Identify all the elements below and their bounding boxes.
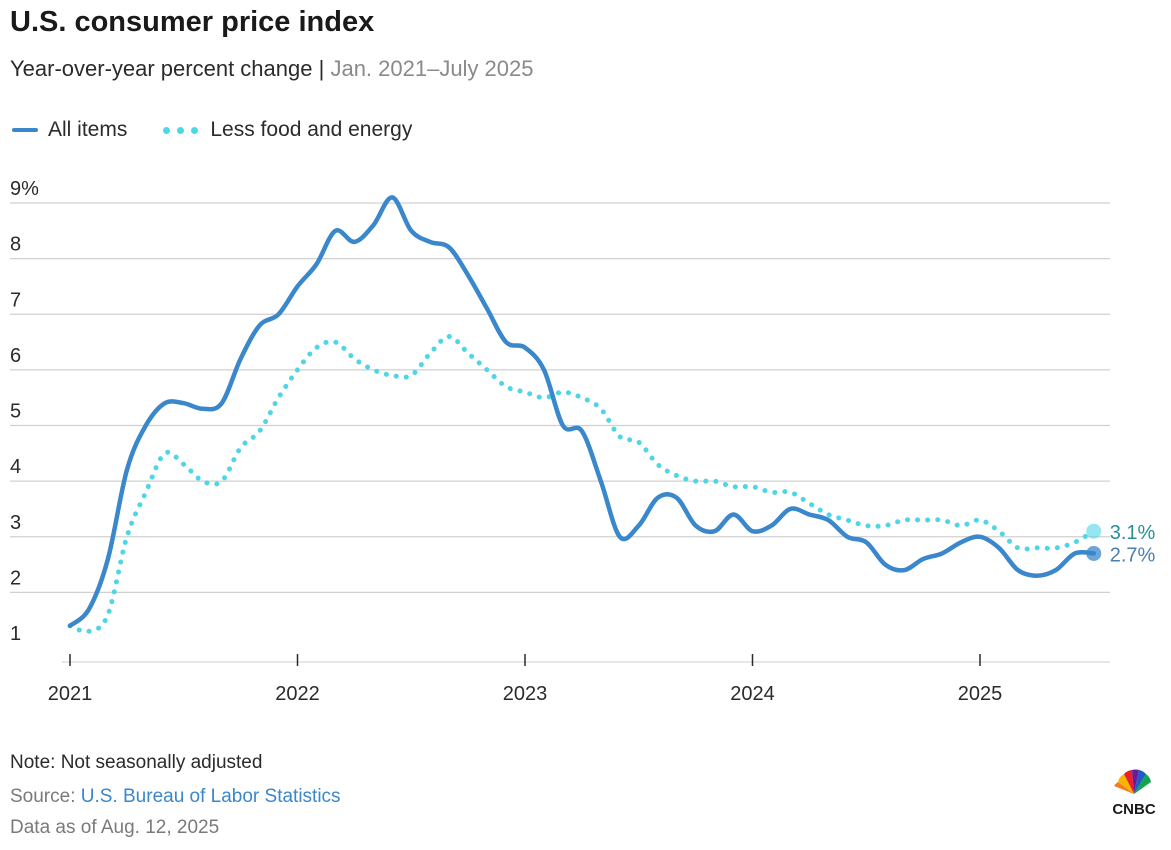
x-tick-label: 2021 <box>48 683 93 705</box>
chart-title: U.S. consumer price index <box>10 6 375 38</box>
y-tick-label: 7 <box>10 289 21 311</box>
source-line: Source: U.S. Bureau of Labor Statistics <box>10 786 341 808</box>
y-tick-label: 2 <box>10 567 21 589</box>
line-chart: 1 2 3 4 5 6 7 8 9% 2021 2022 2023 2024 2025 3.1%2.7% <box>10 178 1156 705</box>
source-prefix: Source: <box>10 786 81 807</box>
y-tick-label: 5 <box>10 401 21 423</box>
legend-swatch-dotted <box>163 126 199 134</box>
x-tick-label: 2022 <box>275 683 320 705</box>
subtitle-main: Year-over-year percent change <box>10 56 313 81</box>
end-label-all-items: 2.7% <box>1110 544 1156 566</box>
y-tick-label: 3 <box>10 512 21 534</box>
x-tick-label: 2023 <box>503 683 548 705</box>
legend-item-core: Less food and energy <box>155 118 412 142</box>
chart-subtitle: Year-over-year percent change | Jan. 202… <box>10 56 534 82</box>
x-tick-label: 2024 <box>730 683 775 705</box>
end-label-core: 3.1% <box>1110 522 1156 544</box>
x-tick-label: 2025 <box>958 683 1003 705</box>
y-tick-label: 8 <box>10 234 21 256</box>
end-point-all-items <box>1086 545 1102 561</box>
y-tick-label: 4 <box>10 456 21 478</box>
y-tick-label: 6 <box>10 345 21 367</box>
cnbc-logo-icon: CNBC <box>1112 769 1156 818</box>
footnote: Note: Not seasonally adjusted <box>10 752 263 773</box>
source-link[interactable]: U.S. Bureau of Labor Statistics <box>80 786 341 807</box>
chart-legend: All items Less food and energy <box>12 118 440 142</box>
legend-label-core: Less food and energy <box>210 118 413 141</box>
logo-text: CNBC <box>1112 801 1155 818</box>
legend-swatch-solid <box>12 128 38 132</box>
legend-item-all-items: All items <box>12 118 127 142</box>
series-line-core <box>67 334 1097 635</box>
legend-label-all-items: All items <box>48 118 128 141</box>
y-tick-label: 9% <box>10 178 39 200</box>
end-point-core <box>1086 523 1102 539</box>
y-tick-label: 1 <box>10 623 21 645</box>
subtitle-date-range: Jan. 2021–July 2025 <box>330 56 534 81</box>
subtitle-separator: | <box>318 56 325 81</box>
data-as-of: Data as of Aug. 12, 2025 <box>10 817 220 838</box>
series-line-all-items <box>67 195 1097 629</box>
